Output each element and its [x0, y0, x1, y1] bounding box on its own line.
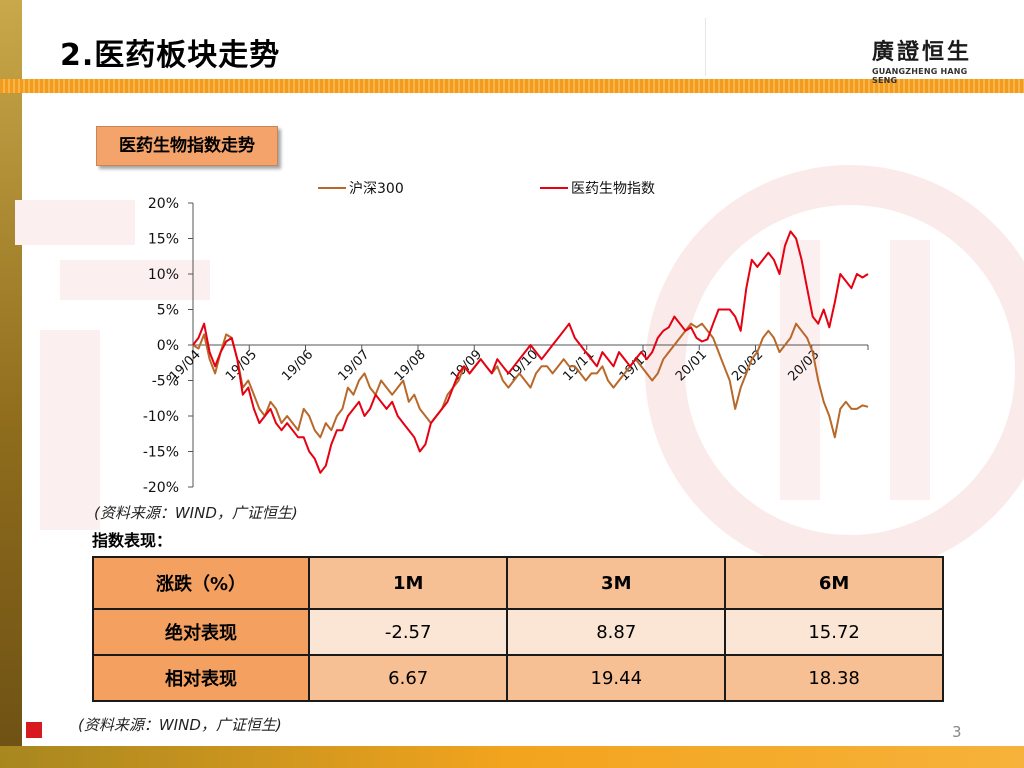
y-tick-label: 0% [157, 338, 179, 354]
table-header-row: 涨跌（%） 1M 3M 6M [92, 556, 944, 610]
table-source-note: (资料来源：WIND，广证恒生) [78, 716, 282, 734]
x-tick-label: 19/09 [448, 347, 485, 384]
section-label: 医药生物指数走势 [96, 126, 278, 166]
series-line-pharma [192, 230, 869, 474]
y-tick-label: -5% [152, 374, 179, 390]
row-label: 绝对表现 [92, 608, 310, 656]
header-stripe [0, 79, 1024, 93]
cell-value: 8.87 [506, 608, 727, 656]
y-tick-label: 5% [157, 303, 179, 319]
legend-label: 沪深300 [349, 181, 404, 197]
company-logo: 廣證恒生 GUANGZHENG HANG SENG [872, 34, 982, 85]
footer-red-square [26, 722, 42, 738]
x-tick-label: 19/11 [560, 347, 597, 384]
x-tick-label: 19/12 [617, 347, 654, 384]
row-label: 相对表现 [92, 654, 310, 702]
cell-value: 15.72 [724, 608, 944, 656]
y-tick-label: 20% [148, 196, 179, 212]
table-header-6m: 6M [724, 556, 944, 610]
x-tick-label: 19/08 [392, 347, 429, 384]
y-tick-label: 10% [148, 267, 179, 283]
footer-stripe [0, 746, 1024, 768]
page-title: 2.医药板块走势 [60, 38, 281, 73]
table-header-1m: 1M [307, 556, 509, 610]
x-tick-label: 19/06 [279, 347, 316, 384]
cell-value: 6.67 [307, 654, 509, 702]
cell-value: -2.57 [307, 608, 509, 656]
logo-english: GUANGZHENG HANG SENG [872, 67, 968, 85]
legend-label: 医药生物指数 [571, 181, 655, 197]
page-number: 3 [952, 723, 962, 741]
performance-table: 涨跌（%） 1M 3M 6M 绝对表现 -2.57 8.87 15.72 相对表… [92, 556, 944, 702]
y-tick-label: -20% [143, 480, 179, 496]
y-tick-label: -15% [143, 445, 179, 461]
cell-value: 19.44 [506, 654, 727, 702]
x-tick-label: 20/01 [673, 347, 710, 384]
table-row-relative: 相对表现 6.67 19.44 18.38 [92, 654, 944, 702]
cell-value: 18.38 [724, 654, 944, 702]
header-divider [705, 18, 706, 76]
x-tick-label: 20/02 [729, 347, 766, 384]
series-line-hs300 [192, 322, 869, 439]
chart-source-note: (资料来源：WIND，广证恒生) [94, 504, 298, 522]
logo-chinese: 廣證恒生 [872, 40, 973, 65]
performance-title: 指数表现： [92, 531, 173, 550]
y-tick-label: 15% [148, 232, 179, 248]
table-row-absolute: 绝对表现 -2.57 8.87 15.72 [92, 608, 944, 656]
index-trend-chart: 20%15%10%5%0%-5%-10%-15%-20%19/04 19/05 19… [143, 181, 869, 496]
y-tick-label: -10% [143, 409, 179, 425]
table-header-change: 涨跌（%） [92, 556, 310, 610]
table-header-3m: 3M [506, 556, 727, 610]
left-decor-band [0, 0, 22, 768]
